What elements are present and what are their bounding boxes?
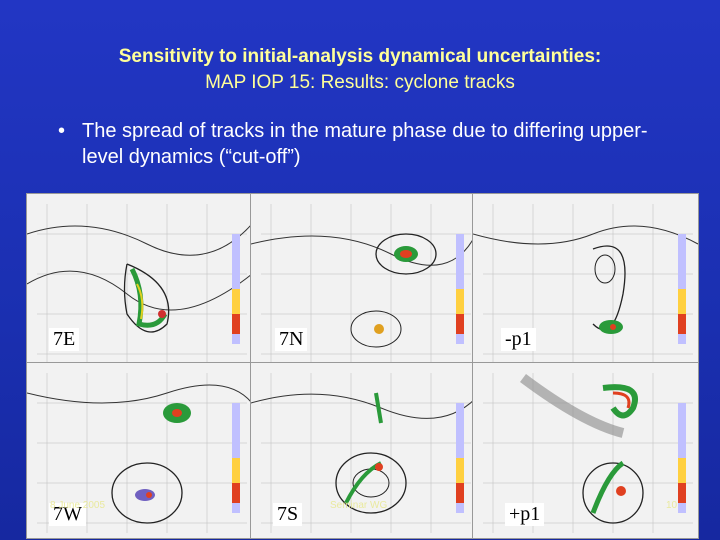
map-panel-7n: 7N (250, 193, 477, 370)
panel-label-7e: 7E (49, 328, 80, 351)
footer-center: Seminar WG (330, 500, 388, 511)
weather-map-p-p1 (473, 363, 698, 538)
panel-label-7w: 7W (49, 503, 86, 526)
map-panel-p-p1: +p1 (472, 362, 699, 539)
footer-date: 8 June 2005 (50, 500, 106, 511)
title-line-1: Sensitivity to initial-analysis dynamica… (118, 46, 602, 67)
panel-label-m-p1: -p1 (501, 328, 536, 351)
map-panel-m-p1: -p1 (472, 193, 699, 370)
map-panel-7w: 7W (26, 362, 253, 539)
map-panel-7s: 7S (250, 362, 477, 539)
bullet-dot: • (58, 120, 66, 142)
panel-label-7s: 7S (273, 503, 303, 526)
panel-label-p-p1: +p1 (505, 503, 545, 526)
title-line-2: MAP IOP 15: Results: cyclone tracks (205, 72, 515, 93)
panel-label-7n: 7N (275, 328, 308, 351)
slide-title: Sensitivity to initial-analysis dynamica… (0, 44, 720, 96)
footer-page-number: 10 (666, 500, 678, 511)
map-panel-7e: 7E (26, 193, 253, 370)
bullet-text: The spread of tracks in the mature phase… (82, 120, 648, 168)
